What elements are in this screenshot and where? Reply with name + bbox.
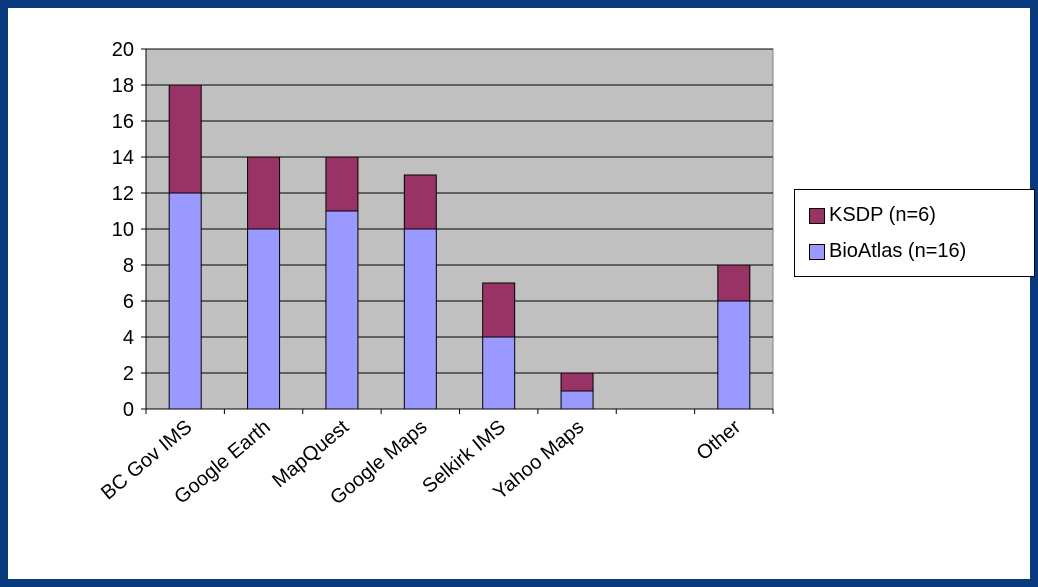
y-tick-label: 18 xyxy=(112,75,134,97)
legend-label-ksdp: KSDP (n=6) xyxy=(829,204,936,226)
y-tick-label: 4 xyxy=(123,327,134,349)
legend-swatch-ksdp xyxy=(809,207,825,224)
bar-segment xyxy=(560,390,594,410)
bar-segment xyxy=(403,174,437,230)
y-tick-label: 8 xyxy=(123,255,134,277)
bar-segment xyxy=(482,336,516,410)
legend-swatch-bioatlas xyxy=(809,243,825,260)
legend-item-bioatlas: BioAtlas (n=16) xyxy=(809,240,966,263)
bar-segment xyxy=(717,300,751,410)
y-tick-label: 20 xyxy=(112,39,134,61)
chart-legend: KSDP (n=6) BioAtlas (n=16) xyxy=(794,189,1035,277)
bar-segment xyxy=(560,372,594,392)
legend-label-bioatlas: BioAtlas (n=16) xyxy=(829,240,967,262)
bar-segment xyxy=(482,282,516,338)
bar-segment xyxy=(403,228,437,410)
y-tick-label: 2 xyxy=(123,363,134,385)
y-tick-label: 6 xyxy=(123,291,134,313)
y-tick-label: 0 xyxy=(123,399,134,421)
bar-segment xyxy=(717,264,751,302)
bar-segment xyxy=(247,228,281,410)
chart-frame: 0 2 4 6 8 10 12 14 16 18 20 BC Gov IMS Google Earth M… xyxy=(8,8,1035,579)
bar-segment xyxy=(247,156,281,230)
legend-item-ksdp: KSDP (n=6) xyxy=(809,204,936,227)
bar-segment xyxy=(325,156,359,212)
x-category-label: Other xyxy=(693,416,746,465)
y-tick-label: 10 xyxy=(112,219,134,241)
y-tick-label: 14 xyxy=(112,147,134,169)
y-tick-label: 16 xyxy=(112,111,134,133)
y-tick-label: 12 xyxy=(112,183,134,205)
bar-segment xyxy=(168,192,202,410)
bar-segment xyxy=(325,210,359,410)
bar-segment xyxy=(168,84,202,194)
